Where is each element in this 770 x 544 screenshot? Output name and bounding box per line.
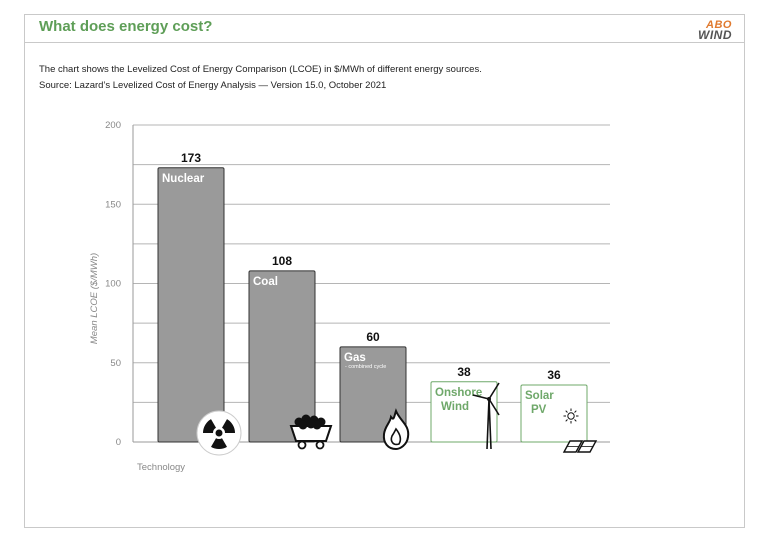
solar-panel-icon [562,440,598,453]
value-label: 38 [457,365,471,379]
page-title: What does energy cost? [39,18,213,35]
header: What does energy cost? ABO WIND [25,15,744,43]
y-tick-label: 200 [105,120,121,131]
bar-gas [339,346,407,443]
chart-description: The chart shows the Levelized Cost of En… [39,64,482,75]
bar-coal [248,270,316,443]
wind-turbine-icon [472,382,500,450]
value-label: 173 [181,151,201,165]
logo-top: ABO [706,19,732,31]
category-label: Solar PV [525,390,554,416]
y-axis-label: Mean LCOE ($/MWh) [89,253,100,344]
value-label: 60 [366,330,380,344]
flame-icon [382,408,410,451]
chart-source: Source: Lazard’s Levelized Cost of Energ… [39,80,387,91]
bar-nuclear [157,167,225,443]
category-sublabel: - combined cycle [345,364,386,370]
bar-solar-pv [520,384,588,443]
y-tick-label: 100 [105,279,121,290]
abo-wind-logo: ABO WIND [686,19,732,42]
category-label: Coal [253,276,278,288]
sun-icon [563,408,579,424]
category-label: Onshore Wind [435,387,482,413]
x-axis-label: Technology [137,462,185,473]
value-label: 36 [547,368,561,382]
coal-cart-icon [289,414,333,450]
chart-frame: What does energy cost? ABO WIND The char… [24,14,745,528]
y-tick-label: 0 [116,437,121,448]
category-label: Nuclear [162,173,205,185]
y-tick-label: 50 [110,358,121,369]
value-label: 108 [272,254,292,268]
category-label: Gas [344,352,366,364]
radiation-icon [196,410,242,456]
logo-bottom: WIND [698,28,732,42]
y-tick-label: 150 [105,199,121,210]
